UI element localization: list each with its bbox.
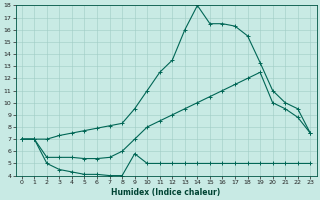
X-axis label: Humidex (Indice chaleur): Humidex (Indice chaleur) [111, 188, 221, 197]
